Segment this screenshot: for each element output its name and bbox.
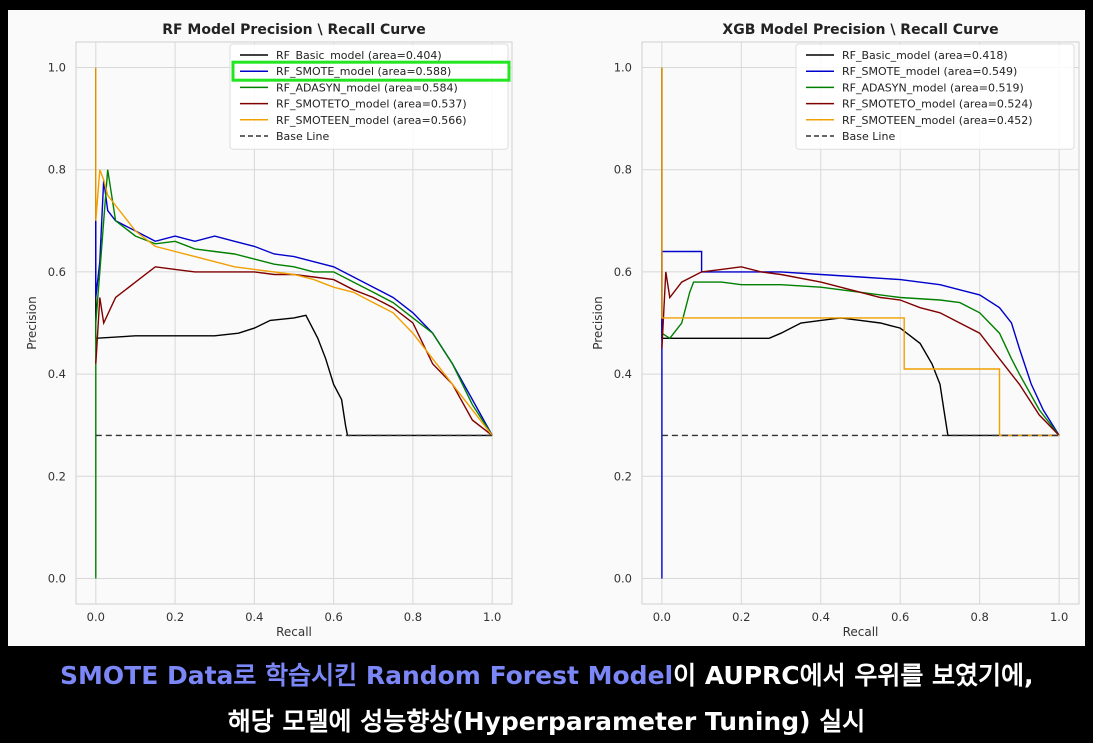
y-tick-label: 1.0 <box>614 61 632 75</box>
legend-entry: RF_SMOTEEN_model (area=0.566) <box>276 114 467 127</box>
x-tick-label: 1.0 <box>483 610 501 624</box>
y-tick-label: 0.8 <box>614 163 632 177</box>
chart-panel-2: 0.0 0.0 0.2 0.2 0.4 0.4 0.6 0.6 0.8 0.8 1.0 1.0 XGB … <box>591 22 1080 639</box>
series-line-2 <box>661 250 1060 579</box>
x-axis-label: Recall <box>276 625 312 639</box>
caption-line-1: SMOTE Data로 학습시킨 Random Forest Model이 AU… <box>60 656 1080 692</box>
x-tick-label: 0.6 <box>891 610 909 624</box>
legend-entry: Base Line <box>276 130 329 143</box>
series-line-3 <box>95 169 493 579</box>
y-tick-label: 0.6 <box>48 265 66 279</box>
legend-box <box>229 43 509 150</box>
y-tick-label: 0.0 <box>614 571 632 585</box>
x-tick-label: 0.2 <box>166 610 184 624</box>
legend-entry: Base Line <box>842 130 895 143</box>
legend-entry: RF_SMOTETO_model (area=0.537) <box>276 98 467 111</box>
caption-line-2: 해당 모델에 성능향상(Hyperparameter Tuning) 실시 <box>227 707 866 736</box>
y-tick-label: 0.0 <box>48 571 66 585</box>
chart-panel-1: 0.0 0.0 0.2 0.2 0.4 0.4 0.6 0.6 0.8 0.8 1.0 1.0 RF M… <box>25 22 513 639</box>
x-tick-label: 0.4 <box>245 610 263 624</box>
legend-entry: RF_Basic_model (area=0.404) <box>276 49 442 62</box>
series-line-5 <box>661 67 1060 437</box>
legend-entry: RF_ADASYN_model (area=0.584) <box>276 81 458 94</box>
y-tick-label: 0.4 <box>614 367 632 381</box>
x-tick-label: 0.6 <box>324 610 342 624</box>
series-line-2 <box>95 67 493 436</box>
x-tick-label: 0.2 <box>732 610 750 624</box>
y-tick-label: 1.0 <box>48 61 66 75</box>
x-tick-label: 0.8 <box>404 610 422 624</box>
x-axis-label: Recall <box>843 625 879 639</box>
x-tick-label: 0.0 <box>87 610 105 624</box>
y-tick-label: 0.8 <box>48 163 66 177</box>
caption: SMOTE Data로 학습시킨 Random Forest Model이 AU… <box>0 648 1093 743</box>
x-tick-label: 1.0 <box>1050 610 1068 624</box>
y-tick-label: 0.2 <box>48 469 66 483</box>
y-tick-label: 0.6 <box>614 265 632 279</box>
precision-recall-charts: 0.0 0.0 0.2 0.2 0.4 0.4 0.6 0.6 0.8 0.8 1.0 1.0 RF M… <box>25 22 1080 639</box>
caption-rest: 이 AUPRC에서 우위를 보였기에, <box>673 661 1034 690</box>
plot-canvas: 0.0 0.0 0.2 0.2 0.4 0.4 0.6 0.6 0.8 0.8 1.0 1.0 RF M… <box>8 10 1085 646</box>
legend-entry: RF_SMOTEEN_model (area=0.452) <box>842 114 1033 127</box>
chart-title: RF Model Precision \ Recall Curve <box>162 22 426 38</box>
x-tick-label: 0.0 <box>653 610 671 624</box>
legend-entry: RF_Basic_model (area=0.418) <box>842 49 1008 62</box>
series-line-4 <box>95 266 493 436</box>
legend-entry: RF_SMOTETO_model (area=0.524) <box>842 98 1033 111</box>
x-tick-label: 0.4 <box>812 610 830 624</box>
y-axis-label: Precision <box>25 296 39 350</box>
caption-highlight: SMOTE Data로 학습시킨 Random Forest Model <box>60 661 674 690</box>
legend-entry: RF_SMOTE_model (area=0.588) <box>276 65 451 78</box>
highlight-box <box>231 60 511 82</box>
y-tick-label: 0.2 <box>614 469 632 483</box>
legend-entry: RF_SMOTE_model (area=0.549) <box>842 65 1017 78</box>
legend-box <box>795 43 1075 150</box>
series-line-5 <box>95 67 493 436</box>
series-line-1 <box>95 67 493 437</box>
x-tick-label: 0.8 <box>971 610 989 624</box>
legend-entry: RF_ADASYN_model (area=0.519) <box>842 81 1024 94</box>
y-tick-label: 0.4 <box>48 367 66 381</box>
series-line-1 <box>661 67 1060 437</box>
y-axis-label: Precision <box>591 296 605 350</box>
series-line-4 <box>661 266 1060 436</box>
chart-title: XGB Model Precision \ Recall Curve <box>722 22 998 38</box>
legend: RF_Basic_model (area=0.418) RF_SMOTE_mode… <box>795 43 1075 150</box>
legend: RF_Basic_model (area=0.404) RF_SMOTE_mode… <box>229 43 511 150</box>
